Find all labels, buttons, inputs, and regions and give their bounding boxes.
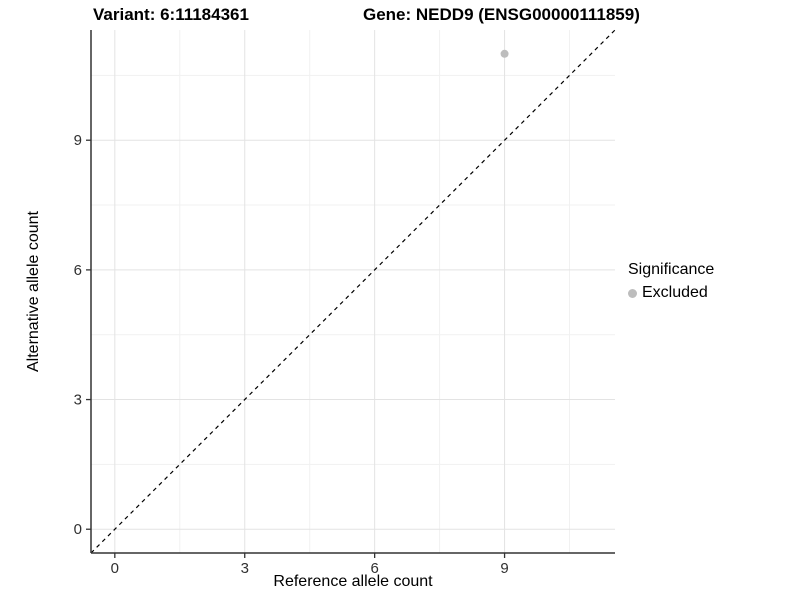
legend-item-excluded: Excluded bbox=[628, 284, 714, 302]
y-tick-label: 6 bbox=[74, 262, 82, 279]
legend-swatch-icon bbox=[628, 288, 637, 298]
legend-item-label: Excluded bbox=[642, 284, 708, 301]
y-tick-label: 3 bbox=[74, 392, 82, 409]
x-tick-label: 9 bbox=[500, 560, 508, 577]
legend-title: Significance bbox=[628, 261, 715, 278]
y-tick-label: 0 bbox=[74, 521, 82, 538]
y-axis-title: Alternative allele count bbox=[25, 210, 42, 372]
plot-title-gene: Gene: NEDD9 (ENSG00000111859) bbox=[363, 5, 640, 24]
legend-items: Excluded bbox=[628, 284, 714, 302]
x-tick-label: 6 bbox=[370, 560, 378, 577]
x-tick-label: 0 bbox=[111, 560, 119, 577]
data-point-excluded bbox=[500, 49, 509, 58]
legend: Significance Excluded bbox=[628, 261, 714, 302]
x-axis-title: Reference allele count bbox=[273, 573, 433, 590]
x-tick-label: 3 bbox=[241, 560, 249, 577]
plot-title-variant: Variant: 6:11184361 bbox=[93, 5, 249, 24]
identity-line bbox=[90, 29, 616, 554]
y-tick-label: 9 bbox=[74, 132, 82, 149]
